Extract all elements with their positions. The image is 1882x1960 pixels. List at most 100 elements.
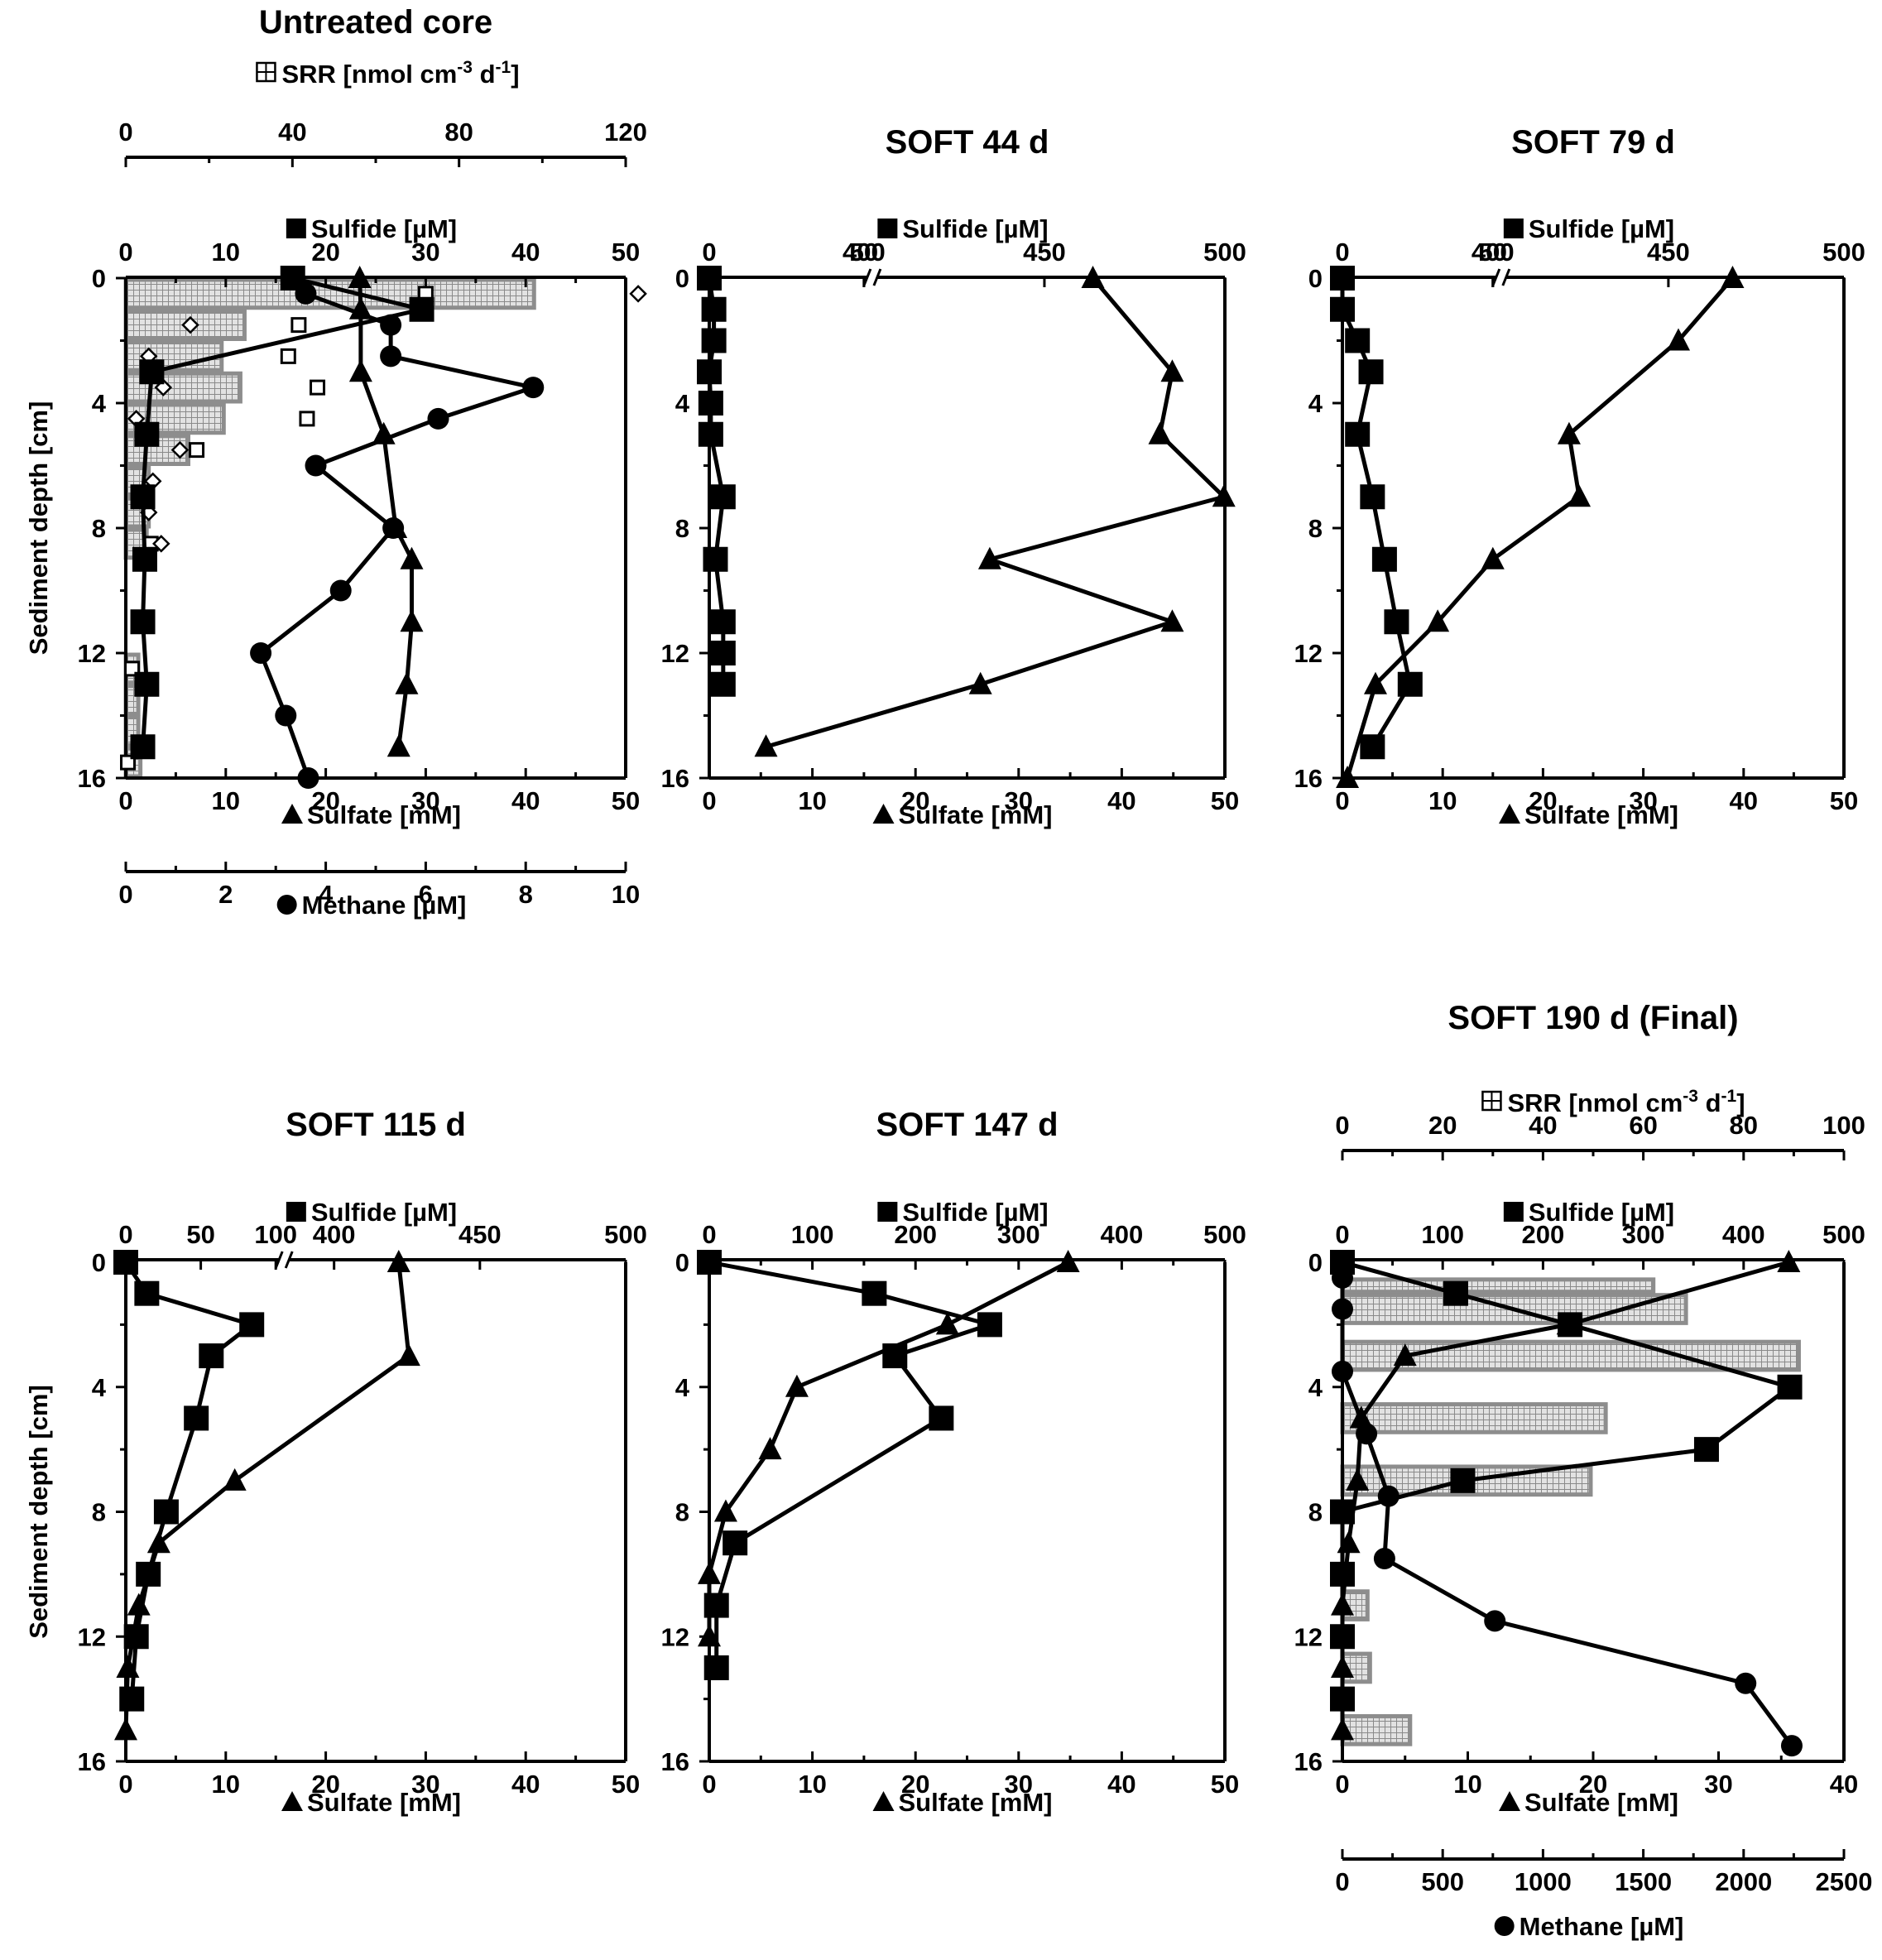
depth-tick-label: 16 bbox=[78, 1747, 106, 1776]
sulfate-tick-label: 30 bbox=[1005, 786, 1033, 815]
sulfide-point bbox=[1443, 1280, 1468, 1306]
sulfide-profile-line bbox=[1340, 1260, 1793, 1699]
methane-point bbox=[1332, 1360, 1353, 1382]
sulfate-tick-label: 30 bbox=[1629, 786, 1657, 815]
methane-tick-label: 2000 bbox=[1715, 1867, 1772, 1896]
sulfide-legend-marker bbox=[877, 1202, 898, 1222]
srr-label-exp: -3 bbox=[1683, 1087, 1698, 1106]
sulfate-tick-label: 10 bbox=[798, 786, 826, 815]
depth-tick-label: 8 bbox=[675, 1498, 689, 1527]
sulfate-tick-label: 40 bbox=[1730, 786, 1758, 815]
depth-tick-label: 8 bbox=[1308, 514, 1323, 543]
sulfide-tick-label: 100 bbox=[1421, 1220, 1464, 1249]
sulfide-tick-label: 0 bbox=[702, 238, 716, 267]
sulfide-label-text: Sulfide [µM] bbox=[1529, 1198, 1674, 1227]
srr-legend-marker bbox=[1481, 1090, 1502, 1112]
sulfate-point bbox=[1557, 421, 1581, 444]
sulfate-tick-label: 30 bbox=[411, 1770, 439, 1799]
sulfide-point bbox=[701, 296, 727, 322]
sulfide-tick-label: 200 bbox=[1522, 1220, 1565, 1249]
sulfide-tick-label: 0 bbox=[118, 238, 132, 267]
sulfide-point bbox=[1345, 421, 1371, 447]
sulfide-legend-marker bbox=[286, 219, 306, 238]
sulfide-tick-label: 400 bbox=[843, 238, 886, 267]
axis-break-stroke bbox=[1491, 268, 1501, 286]
sulfide-point bbox=[139, 359, 165, 385]
methane-tick-label: 1500 bbox=[1615, 1867, 1672, 1896]
methane-point bbox=[522, 377, 545, 399]
depth-tick-label: 0 bbox=[675, 1248, 689, 1277]
sulfate-legend-marker bbox=[872, 1791, 895, 1811]
depth-tick-label: 12 bbox=[78, 639, 106, 668]
srr-axis-label: SRR [nmol cm-3 d-1] bbox=[281, 58, 519, 89]
sulfate-point bbox=[785, 1374, 809, 1397]
depth-tick-label: 8 bbox=[1308, 1498, 1323, 1527]
sulfide-point bbox=[710, 641, 736, 665]
sulfide-point bbox=[1450, 1468, 1476, 1493]
methane-tick-label: 10 bbox=[612, 880, 640, 909]
axis-break-icon bbox=[1491, 267, 1511, 287]
methane-tick-label: 0 bbox=[1335, 1867, 1349, 1896]
sulfate-point bbox=[1212, 484, 1236, 507]
sulfate-axis-label: Sulfate [mM] bbox=[1524, 1788, 1678, 1817]
sulfate-tick-label: 10 bbox=[798, 1770, 826, 1799]
methane-label-text: Methane [µM] bbox=[1520, 1912, 1684, 1941]
sulfate-point bbox=[400, 546, 424, 569]
sulfide-tick-label: 500 bbox=[1203, 238, 1246, 267]
sulfide-tick-label: 50 bbox=[1479, 238, 1507, 267]
sulfate-point bbox=[1346, 1468, 1370, 1491]
srr-tick-label: 0 bbox=[118, 118, 132, 147]
sulfide-point bbox=[1330, 1499, 1355, 1525]
methane-legend-marker bbox=[1494, 1916, 1515, 1936]
srr-axis-label: SRR [nmol cm-3 d-1] bbox=[1507, 1087, 1745, 1117]
methane-point bbox=[275, 704, 297, 727]
sulfide-point bbox=[698, 391, 723, 416]
axis-break-stroke bbox=[274, 1251, 284, 1269]
sulfate-label-text: Sulfate [mM] bbox=[1524, 800, 1678, 829]
sulfide-tick-label: 20 bbox=[311, 238, 339, 267]
sulfide-tick-label: 40 bbox=[511, 238, 540, 267]
sulfide-point bbox=[1358, 359, 1384, 385]
srr-tick-label: 40 bbox=[278, 118, 306, 147]
sulfate-tick-label: 20 bbox=[901, 786, 929, 815]
sulfide-point bbox=[697, 1250, 722, 1275]
sulfate-legend-marker bbox=[1499, 804, 1520, 824]
sulfate-tick-label: 10 bbox=[1428, 786, 1457, 815]
sulfide-point bbox=[710, 609, 736, 635]
sulfide-point bbox=[1330, 1686, 1355, 1712]
srr-label-end: ] bbox=[1736, 1088, 1745, 1117]
srr-label-exp: -1 bbox=[496, 58, 511, 77]
depth-tick-label: 16 bbox=[78, 764, 106, 793]
sulfide-point bbox=[977, 1312, 1002, 1338]
sulfide-point bbox=[710, 671, 736, 697]
srr-tick-label: 120 bbox=[604, 118, 647, 147]
axis-break-stroke bbox=[284, 1251, 294, 1269]
depth-tick-label: 12 bbox=[661, 639, 689, 668]
sulfate-legend-marker bbox=[1499, 1791, 1520, 1811]
sulfate-point bbox=[386, 734, 410, 757]
sulfate-legend-marker bbox=[281, 1791, 303, 1811]
sulfide-point bbox=[1777, 1374, 1803, 1400]
sulfate-tick-label: 40 bbox=[1107, 1770, 1135, 1799]
sulfide-point bbox=[698, 421, 723, 447]
sulfate-point bbox=[1148, 421, 1172, 444]
sulfide-point bbox=[1371, 546, 1397, 572]
sulfate-point bbox=[935, 1312, 959, 1335]
srr-replicate-square bbox=[310, 379, 326, 396]
sulfide-tick-label: 500 bbox=[1822, 1220, 1865, 1249]
srr-tick-label: 60 bbox=[1629, 1111, 1657, 1140]
sulfide-label-text: Sulfide [µM] bbox=[902, 214, 1048, 243]
methane-point bbox=[427, 407, 449, 430]
methane-tick-label: 500 bbox=[1421, 1867, 1464, 1896]
sulfate-tick-label: 0 bbox=[118, 786, 132, 815]
sulfate-label-text: Sulfate [mM] bbox=[307, 800, 461, 829]
depth-tick-label: 0 bbox=[92, 1248, 106, 1277]
srr-bar bbox=[1340, 1713, 1413, 1746]
sulfate-point bbox=[1160, 609, 1184, 632]
sulfide-tick-label: 500 bbox=[1822, 238, 1865, 267]
depth-tick-label: 12 bbox=[661, 1622, 689, 1651]
axis-break-stroke bbox=[872, 268, 882, 286]
sulfate-tick-label: 40 bbox=[1830, 1770, 1858, 1799]
